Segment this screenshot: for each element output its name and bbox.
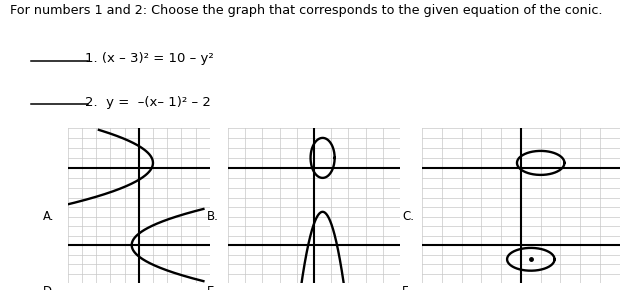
Text: D.: D. [43,285,56,290]
Text: B.: B. [207,210,219,223]
Text: A.: A. [43,210,54,223]
Text: F.: F. [402,285,411,290]
Text: C.: C. [402,210,414,223]
Text: 1. (x – 3)² = 10 – y²: 1. (x – 3)² = 10 – y² [85,52,214,65]
Text: E.: E. [207,285,219,290]
Text: 2.  y =  –(x– 1)² – 2: 2. y = –(x– 1)² – 2 [85,96,210,109]
Text: For numbers 1 and 2: Choose the graph that corresponds to the given equation of : For numbers 1 and 2: Choose the graph th… [10,4,602,17]
